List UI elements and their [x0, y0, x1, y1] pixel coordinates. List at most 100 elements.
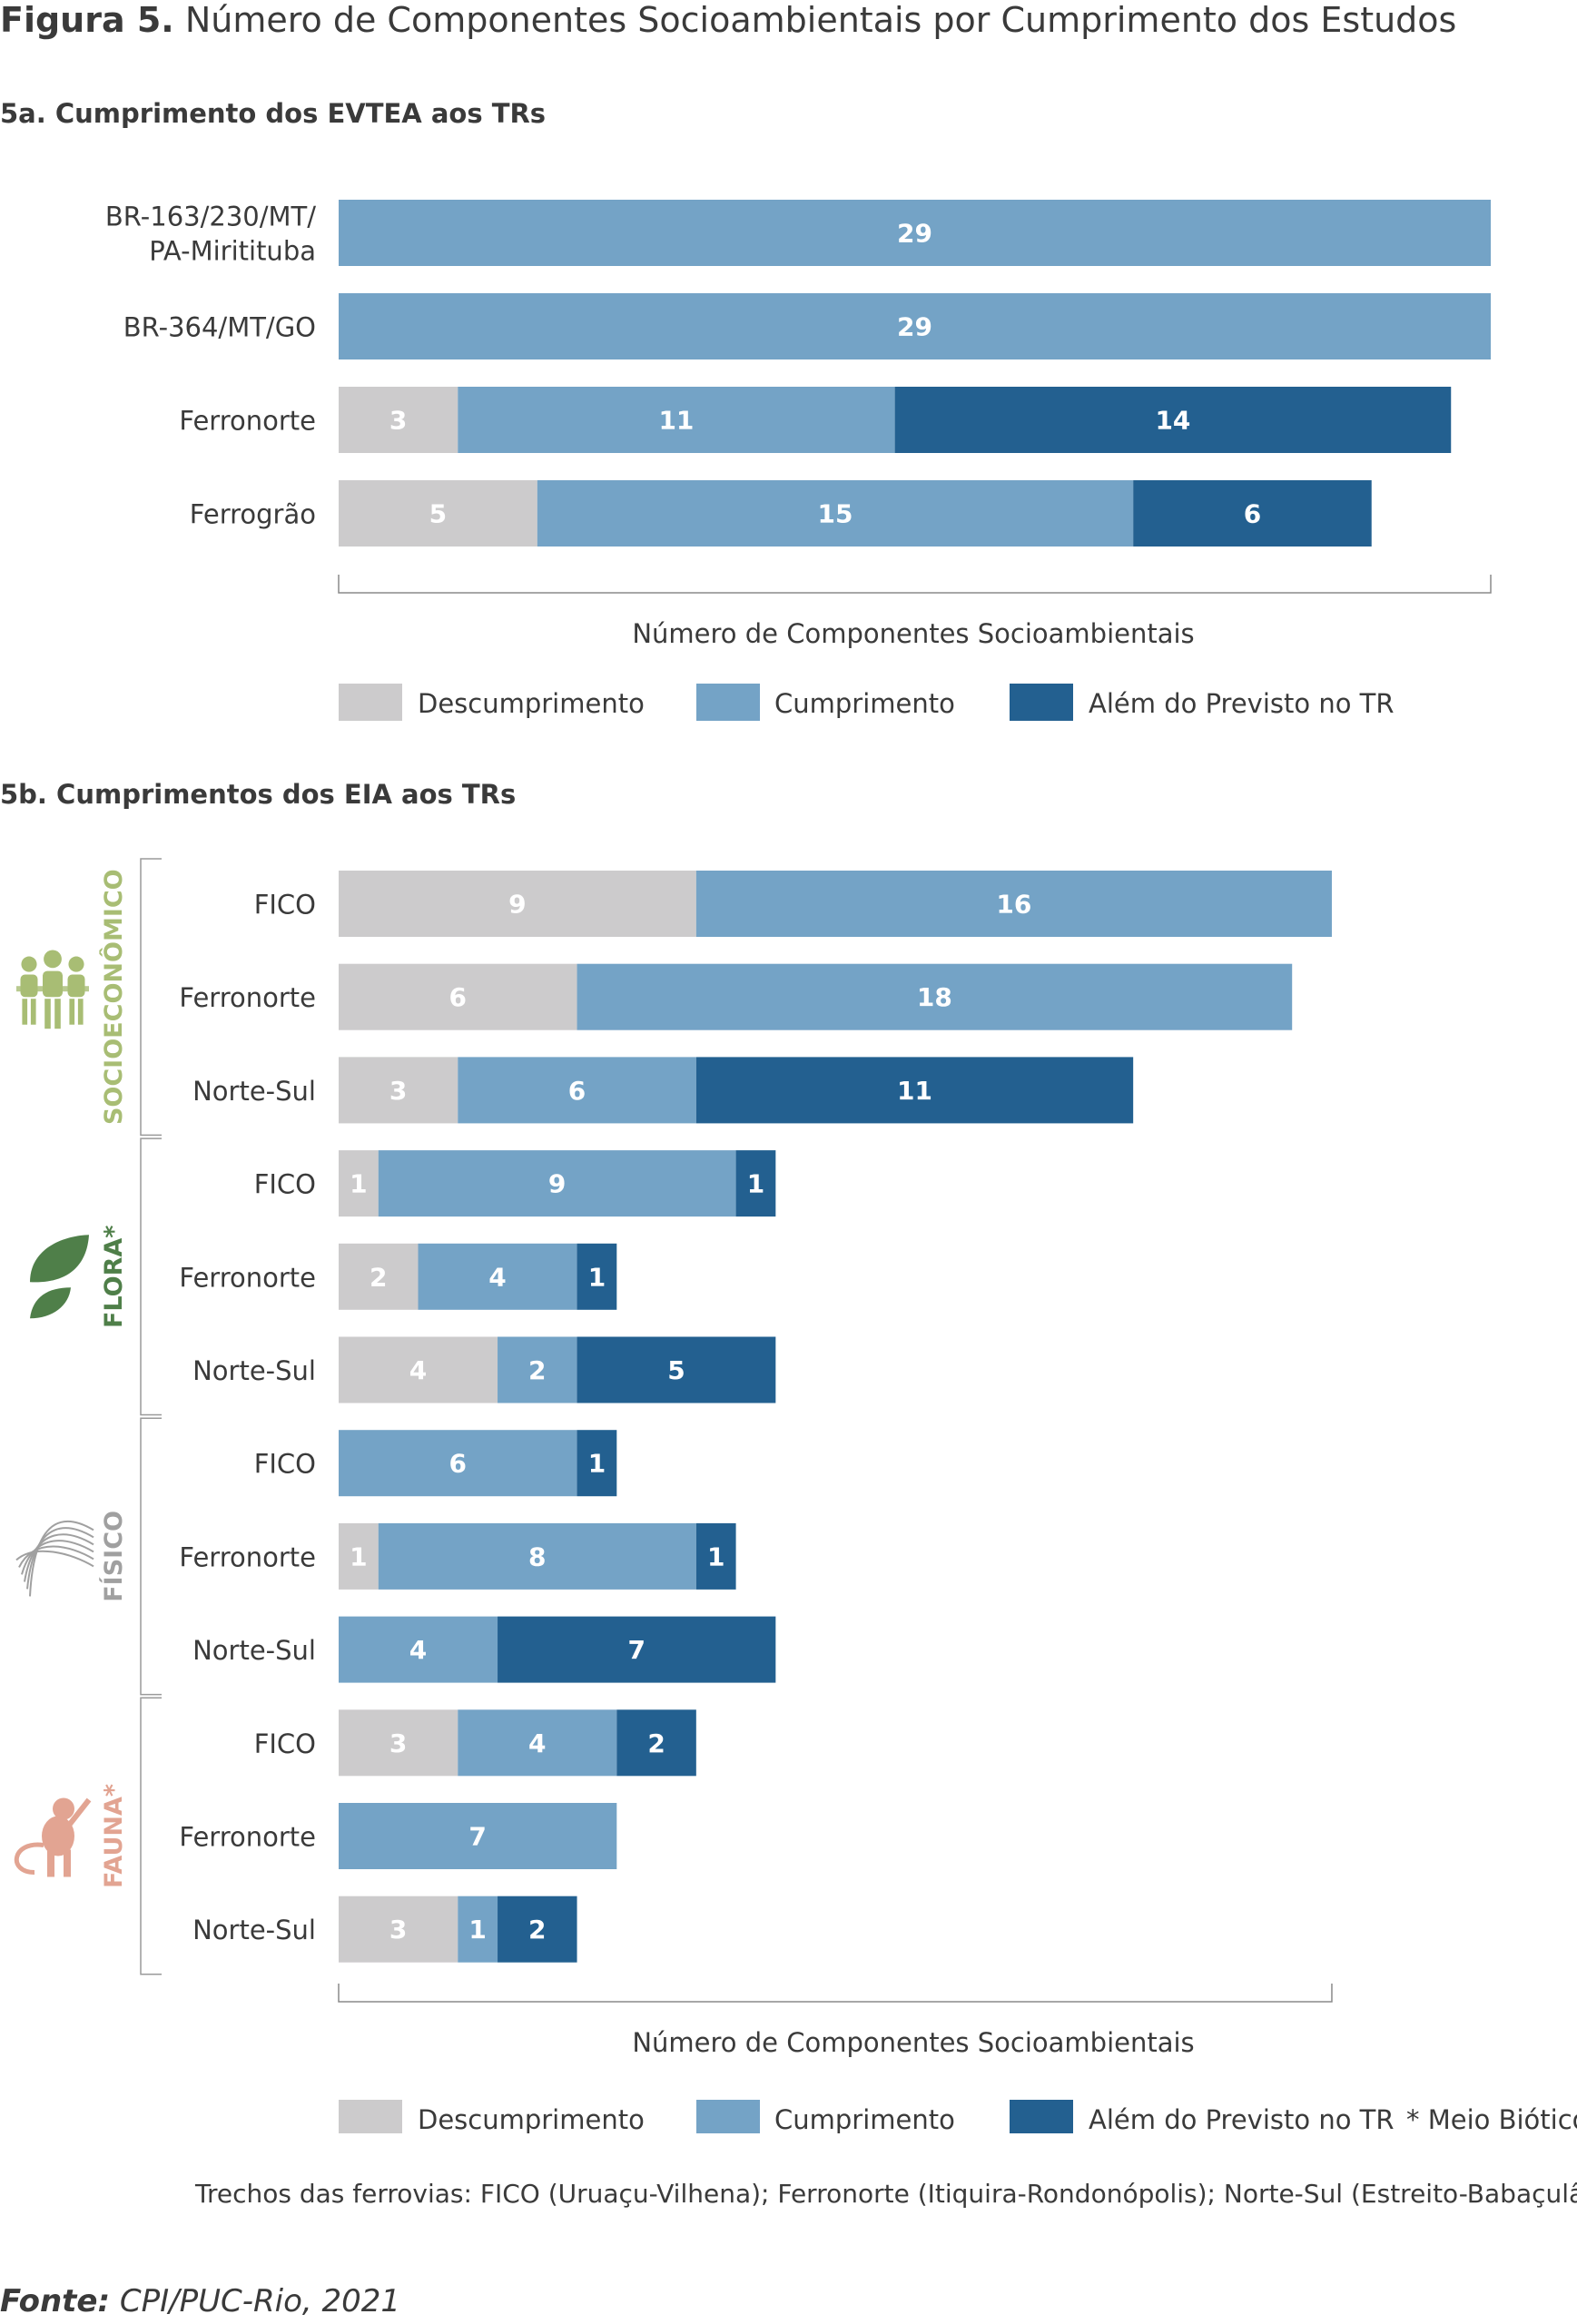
chart-b-group-label-0: SOCIOECONÔMICO — [99, 869, 128, 1125]
terrain-lines-icon-line — [21, 1540, 94, 1575]
chart-b-row-2-bar-descumprimento — [339, 1057, 458, 1124]
chart-b-group-bracket-3 — [140, 1697, 162, 1975]
chart-b-legend-swatch-cumprimento — [696, 2100, 760, 2133]
chart-b-row-4-value-cumprimento: 4 — [488, 1262, 506, 1292]
chart-b-row-0-value-descumprimento: 9 — [508, 890, 526, 920]
chart-b-row-6-value-cumprimento: 6 — [449, 1449, 467, 1479]
chart-b-row-7-bar-cumprimento — [378, 1522, 696, 1590]
chart-b-row-2-bar-cumprimento — [458, 1057, 696, 1124]
people-icon-leg — [77, 999, 84, 1025]
chart-b-row-2-value-cumprimento: 6 — [568, 1076, 586, 1106]
people-icon-leg — [44, 999, 51, 1029]
leaf-icon — [30, 1235, 89, 1319]
chart-b-row-5-value-cumprimento: 2 — [528, 1355, 546, 1385]
people-icon-leg — [69, 999, 75, 1025]
source-text: CPI/PUC-Rio, 2021 — [110, 2283, 401, 2319]
terrain-lines-icon-line — [18, 1545, 94, 1568]
source-label: Fonte: — [0, 2283, 111, 2319]
chart-b-category-label-5: Norte-Sul — [192, 1355, 316, 1386]
chart-b-row-3-value-alem: 1 — [747, 1169, 764, 1199]
chart-a-row-3-bar-descumprimento — [339, 480, 537, 547]
chart-b-row-9-bar-cumprimento — [458, 1709, 617, 1777]
chart-b-row-5-value-descumprimento: 4 — [409, 1355, 427, 1385]
chart-b-category-label-2: Norte-Sul — [192, 1076, 316, 1107]
chart-a-row-2-value-alem: 14 — [1155, 406, 1190, 436]
figure-title: Figura 5. Número de Componentes Socioamb… — [0, 0, 1456, 40]
chart-b-category-label-0: FICO — [254, 890, 316, 921]
railway-sections-note: Trechos das ferrovias: FICO (Uruaçu-Vilh… — [195, 2179, 1577, 2209]
chart-b-row-8-bar-cumprimento — [339, 1616, 498, 1683]
people-icon-leg — [22, 999, 28, 1025]
chart-b-category-label-3: FICO — [254, 1169, 316, 1200]
people-icon-head — [44, 950, 62, 969]
chart-b-row-3-bar-descumprimento — [339, 1150, 379, 1217]
chart-b-category-label-11: Norte-Sul — [192, 1915, 316, 1945]
chart-a-row-2-bar-cumprimento — [458, 387, 895, 453]
chart-b-row-10-bar-cumprimento — [339, 1803, 617, 1869]
monkey-icon-body — [42, 1816, 74, 1856]
chart-b-row-7-value-alem: 1 — [707, 1541, 724, 1571]
terrain-lines-icon-line — [15, 1550, 94, 1568]
chart-b-row-7-bar-alem — [695, 1522, 736, 1590]
chart-a-row-3-bar-alem — [1133, 480, 1372, 547]
chart-a-legend-label-descumprimento: Descumprimento — [418, 688, 645, 719]
chart-b-group-bracket-1 — [140, 1137, 162, 1416]
chart-a-row-3-value-alem: 6 — [1244, 499, 1261, 529]
chart-b-row-2-value-alem: 11 — [897, 1076, 932, 1106]
chart-b-axis-line — [338, 1984, 1333, 2003]
monkey-icon-arm — [66, 1797, 92, 1827]
chart-a-category-label-3: Ferrogrão — [190, 499, 316, 530]
chart-b-row-4-bar-alem — [577, 1243, 617, 1310]
chart-b-group-label-3: FAUNA* — [100, 1784, 128, 1888]
terrain-lines-icon-line — [26, 1527, 94, 1590]
people-icon-body — [20, 974, 38, 998]
chart-b-row-7-value-cumprimento: 8 — [528, 1541, 546, 1571]
chart-b-category-label-4: Ferronorte — [179, 1262, 316, 1293]
people-icon — [16, 950, 89, 1029]
monkey-icon-leg — [47, 1849, 54, 1877]
terrain-lines-icon-line — [29, 1520, 94, 1597]
chart-b-row-0-value-cumprimento: 16 — [996, 890, 1031, 920]
chart-b-row-7-bar-descumprimento — [339, 1522, 379, 1590]
monkey-icon — [14, 1797, 92, 1877]
chart-a-row-2-bar-descumprimento — [339, 387, 458, 453]
people-icon-leg — [30, 999, 36, 1025]
chart-a-row-3-bar-cumprimento — [537, 480, 1134, 547]
chart-a-category-label-1: BR-364/MT/GO — [123, 312, 316, 343]
chart-a-legend-swatch-descumprimento — [339, 684, 402, 721]
chart-b-row-11-value-cumprimento: 1 — [468, 1915, 486, 1945]
chart-b-row-6-bar-cumprimento — [339, 1430, 577, 1497]
chart-b-group-bracket-0 — [140, 858, 162, 1137]
chart-b-category-label-8: Norte-Sul — [192, 1635, 316, 1666]
chart-b-row-9-value-cumprimento: 4 — [528, 1728, 546, 1758]
chart-b-row-7-value-descumprimento: 1 — [350, 1541, 367, 1571]
chart-b-row-5-bar-cumprimento — [498, 1336, 577, 1403]
monkey-icon-tail — [14, 1842, 44, 1875]
chart-a-legend-label-alem: Além do Previsto no TR — [1089, 688, 1395, 719]
chart-b-row-10-value-cumprimento: 7 — [468, 1822, 486, 1852]
chart-b-row-1-bar-cumprimento — [577, 963, 1293, 1030]
chart-b-row-2-value-descumprimento: 3 — [389, 1076, 407, 1106]
chart-a-row-1-value-cumprimento: 29 — [897, 312, 932, 342]
people-icon-head — [21, 956, 37, 972]
chart-b-category-label-10: Ferronorte — [179, 1822, 316, 1853]
chart-a-title: 5a. Cumprimento dos EVTEA aos TRs — [0, 98, 547, 129]
chart-b-row-1-bar-descumprimento — [339, 963, 577, 1030]
chart-b-row-2-bar-alem — [695, 1057, 1134, 1124]
chart-b-row-9-bar-descumprimento — [339, 1709, 458, 1777]
chart-b-category-label-1: Ferronorte — [179, 982, 316, 1013]
chart-a-legend-swatch-alem — [1010, 684, 1073, 721]
chart-b-row-8-bar-alem — [498, 1616, 776, 1683]
chart-b-legend-label-alem: Além do Previsto no TR — [1089, 2104, 1395, 2133]
chart-b-category-label-6: FICO — [254, 1449, 316, 1480]
chart-b-row-11-bar-alem — [498, 1896, 577, 1963]
people-icon-body — [67, 974, 85, 998]
chart-b-row-9-value-descumprimento: 3 — [389, 1728, 407, 1758]
chart-a-row-3-value-cumprimento: 15 — [817, 499, 853, 529]
chart-b-legend-swatch-descumprimento — [339, 2100, 402, 2133]
chart-b-category-label-7: Ferronorte — [179, 1541, 316, 1572]
chart-b-legend-label-descumprimento: Descumprimento — [418, 2104, 645, 2133]
chart-b-row-11-value-descumprimento: 3 — [389, 1915, 407, 1945]
chart-a-row-2-value-descumprimento: 3 — [389, 406, 407, 436]
